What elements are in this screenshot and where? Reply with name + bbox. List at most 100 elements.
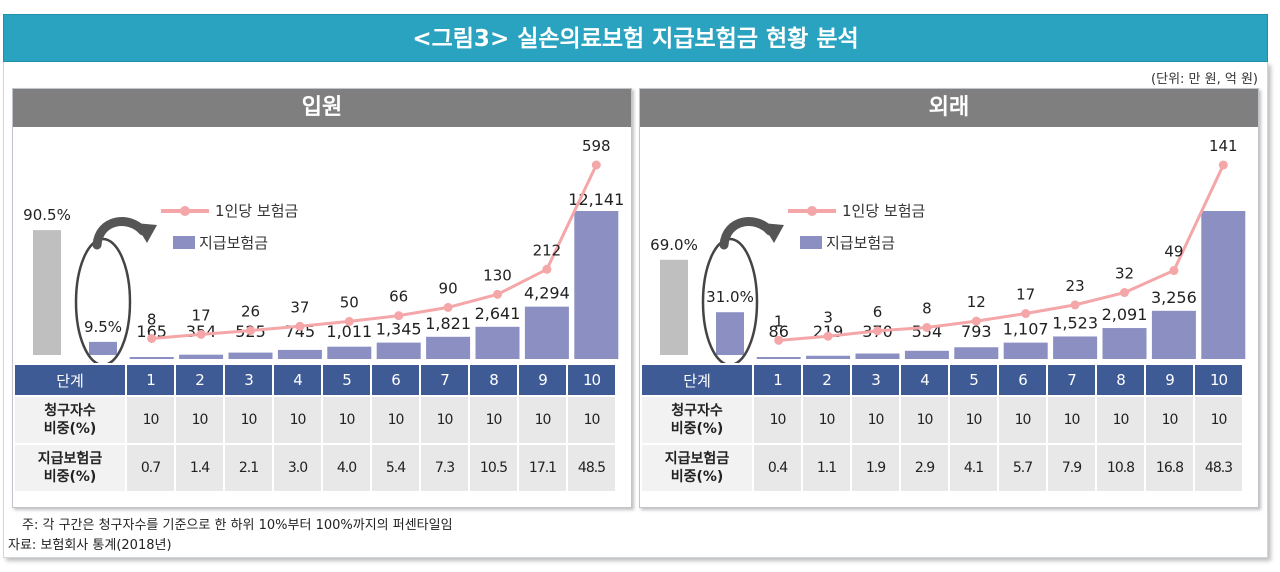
table-cell: 10 xyxy=(323,397,370,443)
table-cell: 10 xyxy=(1195,365,1242,395)
inpatient-table: 단계 1 2 3 4 5 6 7 8 9 10 청구자수 비중(%) 10 10 10 10 10 10 10 10 10… xyxy=(13,363,617,493)
share-bar xyxy=(660,259,688,355)
table-cell: 16.8 xyxy=(1146,445,1193,491)
table-cell: 10.8 xyxy=(1097,445,1144,491)
payment-bar-label: 1,523 xyxy=(1052,313,1098,332)
per-capita-point xyxy=(196,329,206,339)
per-capita-label: 6 xyxy=(873,303,883,321)
per-capita-point xyxy=(295,321,305,331)
payment-bar xyxy=(327,346,372,359)
share-label: 9.5% xyxy=(84,318,122,336)
payment-bar-label: 165 xyxy=(136,322,167,341)
payment-bar xyxy=(376,342,421,359)
outpatient-chart: 69.0%무청구자31.0%청구자1인당 보험금지급보험금86219370554… xyxy=(650,137,1246,363)
footnote: 주: 각 구간은 청구자수를 기준으로 한 하위 10%부터 100%까지의 퍼… xyxy=(22,518,453,533)
table-cell: 9 xyxy=(519,365,566,395)
table-cell: 4.0 xyxy=(323,445,370,491)
table-cell: 48.5 xyxy=(568,445,615,491)
per-capita-point xyxy=(1120,288,1129,298)
per-capita-label: 212 xyxy=(533,241,562,259)
per-capita-point xyxy=(591,160,601,170)
payment-bar xyxy=(954,347,999,359)
table-cell: 10 xyxy=(803,397,850,443)
per-capita-label: 32 xyxy=(1115,265,1134,283)
table-cell: 10 xyxy=(568,397,615,443)
table-cell: 10 xyxy=(274,397,321,443)
payment-bar xyxy=(1151,310,1196,359)
highlight-ellipse xyxy=(74,237,132,363)
payment-bar-label: 1,345 xyxy=(376,320,422,339)
payment-bar xyxy=(1102,328,1147,359)
payment-bar xyxy=(806,355,851,359)
payment-bar-label: 2,641 xyxy=(475,304,521,323)
table-cell: 10.5 xyxy=(470,445,517,491)
per-capita-label: 141 xyxy=(1209,137,1238,155)
share-label: 90.5% xyxy=(23,206,71,224)
per-capita-line xyxy=(778,164,1225,342)
table-row: 단계 1 2 3 4 5 6 7 8 9 10 xyxy=(15,365,615,395)
panel-title: 입원 xyxy=(13,89,631,127)
per-capita-label: 90 xyxy=(439,279,458,297)
payment-bar xyxy=(756,357,801,359)
table-cell: 2.9 xyxy=(901,445,948,491)
arrow-icon xyxy=(719,217,775,250)
figure-title: <그림3> 실손의료보험 지급보험금 현황 분석 xyxy=(3,14,1268,62)
table-row-header: 지급보험금 비중(%) xyxy=(15,445,125,491)
table-cell: 10 xyxy=(568,365,615,395)
table-cell: 8 xyxy=(1097,365,1144,395)
legend-bar-icon xyxy=(173,236,195,249)
payment-bar-label: 1,107 xyxy=(1003,320,1049,339)
table-cell: 10 xyxy=(421,397,468,443)
table-cell: 10 xyxy=(519,397,566,443)
inpatient-chart: 90.5%무청구자9.5%청구자1인당 보험금지급보험금165354525745… xyxy=(23,137,624,363)
per-capita-point xyxy=(443,302,453,312)
table-cell: 10 xyxy=(1048,397,1095,443)
table-cell: 10 xyxy=(176,397,223,443)
arrow-head-icon xyxy=(762,223,784,243)
per-capita-label: 3 xyxy=(823,308,833,326)
table-cell: 10 xyxy=(372,397,419,443)
share-label: 31.0% xyxy=(706,288,754,306)
arrow-head-icon xyxy=(135,223,157,243)
table-cell: 5.7 xyxy=(999,445,1046,491)
inpatient-panel: 입원 90.5%무청구자9.5%청구자1인당 보험금지급보험금165354525… xyxy=(12,88,632,508)
legend-bar-icon xyxy=(800,236,822,249)
table-cell: 10 xyxy=(852,397,899,443)
per-capita-label: 130 xyxy=(483,266,512,284)
table-cell: 6 xyxy=(999,365,1046,395)
table-cell: 17.1 xyxy=(519,445,566,491)
payment-bar-label: 793 xyxy=(961,322,992,341)
payment-bar-label: 4,294 xyxy=(524,284,570,303)
table-row: 지급보험금 비중(%) 0.4 1.1 1.9 2.9 4.1 5.7 7.9 10.8 16.8 4… xyxy=(642,445,1242,491)
arrow-icon xyxy=(92,217,148,250)
payment-bar xyxy=(1201,211,1246,359)
table-cell: 10 xyxy=(470,397,517,443)
per-capita-point xyxy=(922,322,932,332)
table-cell: 10 xyxy=(127,397,174,443)
legend-line-label: 1인당 보험금 xyxy=(842,202,926,220)
table-cell: 4 xyxy=(274,365,321,395)
table-cell: 7 xyxy=(421,365,468,395)
table-cell: 2 xyxy=(176,365,223,395)
highlight-ellipse xyxy=(701,237,759,363)
per-capita-point xyxy=(873,326,882,336)
payment-bar xyxy=(1003,342,1048,359)
payment-bar xyxy=(129,356,174,359)
per-capita-label: 8 xyxy=(147,310,157,328)
per-capita-label: 17 xyxy=(192,306,211,324)
payment-bar xyxy=(228,352,273,359)
table-cell: 9 xyxy=(1146,365,1193,395)
per-capita-label: 49 xyxy=(1164,243,1183,261)
table-row-header: 단계 xyxy=(15,365,125,395)
table-cell: 10 xyxy=(1146,397,1193,443)
table-cell: 10 xyxy=(1097,397,1144,443)
per-capita-point xyxy=(971,316,981,326)
payment-bar xyxy=(179,354,224,359)
table-cell: 5 xyxy=(323,365,370,395)
per-capita-point xyxy=(246,326,255,336)
table-row-header: 청구자수 비중(%) xyxy=(15,397,125,443)
table-cell: 4 xyxy=(901,365,948,395)
per-capita-label: 8 xyxy=(922,299,932,317)
table-cell: 3.0 xyxy=(274,445,321,491)
